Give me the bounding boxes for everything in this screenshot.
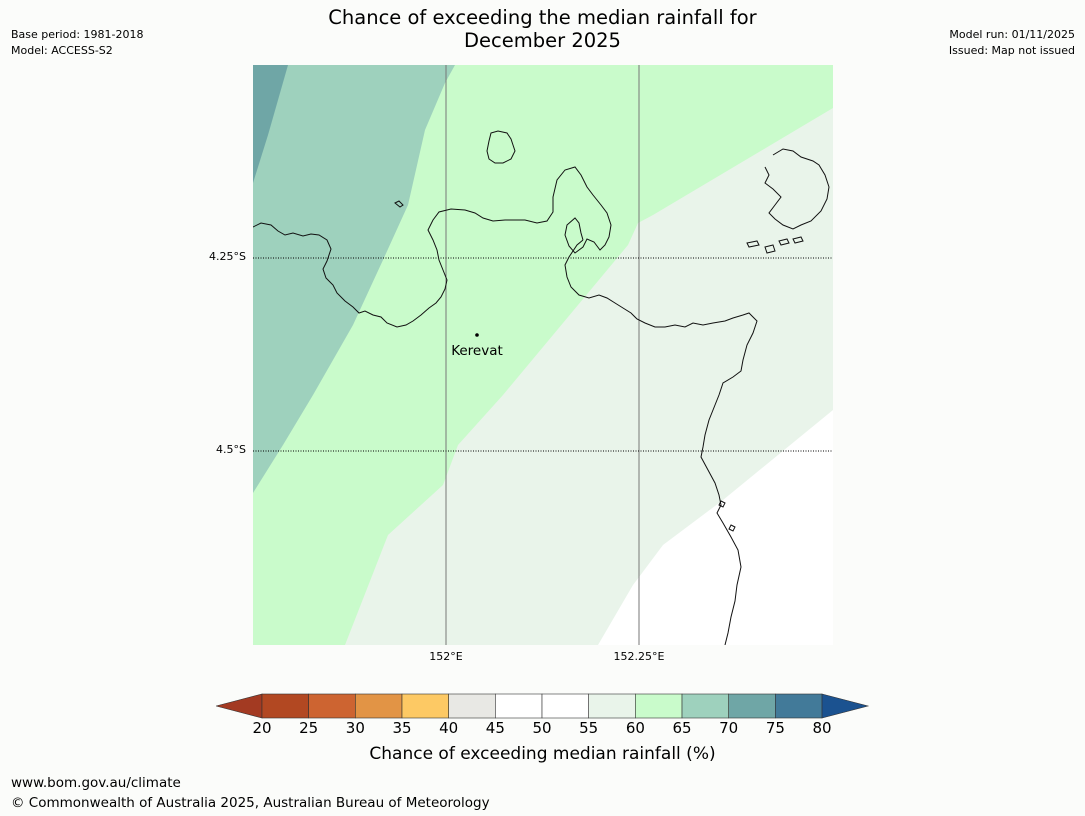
- colorbar-tick-label: 20: [252, 719, 272, 737]
- kerevat-label: Kerevat: [451, 343, 503, 359]
- title-line-2: December 2025: [464, 29, 621, 52]
- islet-5: [792, 236, 804, 244]
- title-line-1: Chance of exceeding the median rainfall …: [328, 6, 757, 29]
- lon-label-152: 152°E: [429, 650, 463, 663]
- colorbar-tick-label: 55: [579, 719, 599, 737]
- model-text: Model: ACCESS-S2: [11, 44, 113, 57]
- band-70-75: [253, 65, 288, 183]
- colorbar-cell: [448, 693, 496, 719]
- islet-3: [764, 244, 776, 254]
- colorbar-tick-label: 65: [672, 719, 692, 737]
- colorbar-cell: [681, 693, 729, 719]
- map-title: Chance of exceeding the median rainfall …: [0, 6, 1085, 52]
- band-65-70: [253, 65, 455, 493]
- model-run-text: Model run: 01/11/2025: [949, 28, 1075, 41]
- colorbar-cell: [775, 693, 823, 719]
- rainfall-map[interactable]: Kerevat: [253, 65, 833, 645]
- colorbar-tick-label: 75: [765, 719, 785, 737]
- colorbar-cell: [308, 693, 356, 719]
- colorbar-cell: [588, 693, 636, 719]
- coastline-gazelle: [564, 239, 758, 645]
- colorbar-cell: [495, 693, 543, 719]
- colorbar-tick-label: 60: [625, 719, 645, 737]
- colorbar-cell: [355, 693, 403, 719]
- colorbar-cell: [728, 693, 776, 719]
- colorbar-cell: [541, 693, 589, 719]
- colorbar: [216, 693, 870, 719]
- islet-7: [728, 524, 736, 532]
- header-meta-left: Base period: 1981-2018 Model: ACCESS-S2: [11, 27, 143, 59]
- lat-label-4-25: 4.25°S: [209, 250, 246, 263]
- colorbar-extend-low: [216, 693, 263, 719]
- colorbar-tick-label: 35: [392, 719, 412, 737]
- colorbar-cells: [216, 693, 870, 719]
- copyright-text: © Commonwealth of Australia 2025, Austra…: [11, 795, 490, 811]
- colorbar-label: Chance of exceeding median rainfall (%): [369, 744, 716, 764]
- issued-text: Issued: Map not issued: [948, 44, 1075, 57]
- lon-label-152-25: 152.25°E: [613, 650, 665, 663]
- islet-1: [394, 200, 404, 208]
- island-small: [486, 130, 516, 164]
- islet-4: [778, 238, 790, 246]
- colorbar-tick-label: 30: [345, 719, 365, 737]
- header-meta-right: Model run: 01/11/2025 Issued: Map not is…: [949, 27, 1075, 59]
- kerevat-marker[interactable]: [475, 333, 479, 337]
- colorbar-tick-label: 45: [485, 719, 505, 737]
- website-link[interactable]: www.bom.gov.au/climate: [11, 775, 181, 791]
- coastline-group: [253, 130, 830, 645]
- colorbar-tick-label: 50: [532, 719, 552, 737]
- colorbar-tick-label: 40: [439, 719, 459, 737]
- colorbar-cell: [401, 693, 449, 719]
- colorbar-ticks: 20 25 30 35 40 45 50 55 60 65 70 75 80: [0, 719, 1085, 739]
- lat-label-4-5: 4.5°S: [216, 443, 246, 456]
- islet-6: [718, 500, 726, 508]
- colorbar-tick-label: 70: [719, 719, 739, 737]
- colorbar-tick-label: 25: [299, 719, 319, 737]
- map-canvas: Kerevat: [253, 65, 833, 645]
- coastline-main: [253, 166, 612, 328]
- islet-2: [746, 240, 760, 248]
- colorbar-cell: [635, 693, 683, 719]
- base-period-text: Base period: 1981-2018: [11, 28, 144, 41]
- island-east: [764, 148, 830, 230]
- colorbar-cell: [261, 693, 309, 719]
- colorbar-tick-label: 80: [812, 719, 832, 737]
- colorbar-extend-high: [821, 693, 870, 719]
